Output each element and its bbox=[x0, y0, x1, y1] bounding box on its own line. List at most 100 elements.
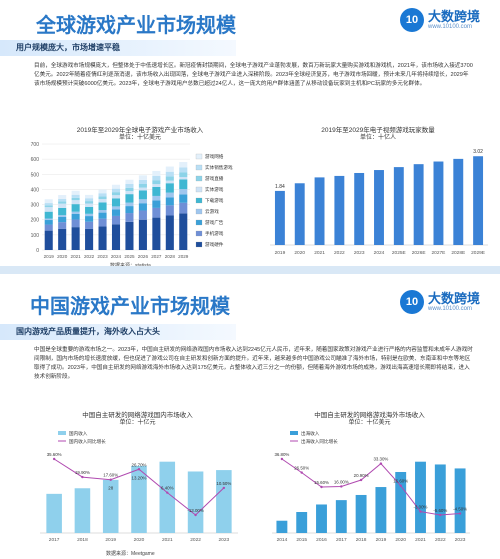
bar bbox=[316, 504, 327, 533]
x-tick-label: 2028 bbox=[165, 254, 176, 259]
legend-label: 游戏广告 bbox=[205, 219, 224, 226]
global-market-panel: 全球游戏产业市场规模 10 大数跨境 www.10100.com 用户规模庞大，… bbox=[0, 0, 500, 269]
bar-segment bbox=[58, 203, 67, 208]
chart4-title: 中国自主研发的网络游戏海外市场收入 bbox=[314, 412, 425, 419]
x-tick-label: 2019 bbox=[44, 254, 55, 259]
x-tick-label: 2016 bbox=[316, 537, 327, 543]
bar-segment bbox=[85, 228, 94, 250]
bar-segment bbox=[111, 192, 121, 196]
bar-segment bbox=[71, 190, 80, 195]
chart3-subtitle: 单位：十亿元 bbox=[119, 420, 156, 426]
bar bbox=[216, 470, 232, 533]
growth-label: 16.60% bbox=[393, 479, 408, 484]
growth-label: -4.50% bbox=[453, 507, 467, 512]
x-tick-label: 2021 bbox=[71, 254, 82, 259]
x-tick-label: 2027 bbox=[151, 254, 162, 259]
bar-segment bbox=[58, 195, 67, 199]
bar-segment bbox=[125, 213, 134, 222]
logo-url-2: www.10100.com bbox=[428, 305, 473, 312]
x-tick-label: 2021 bbox=[162, 537, 173, 543]
growth-label: 26.70% bbox=[132, 462, 147, 467]
bar-segment bbox=[111, 224, 121, 250]
bar-segment bbox=[44, 205, 53, 208]
bar bbox=[374, 170, 384, 245]
x-tick-label: 2017 bbox=[336, 537, 347, 543]
bar-segment bbox=[138, 219, 147, 250]
growth-point bbox=[222, 486, 226, 490]
legend-label: 实体游戏 bbox=[205, 186, 224, 193]
x-tick-label: 2027E bbox=[432, 250, 446, 256]
x-tick-label: 2018 bbox=[77, 537, 88, 543]
bar-segment bbox=[152, 175, 161, 181]
legend-label: 国内收入 bbox=[69, 430, 88, 437]
x-tick-label: 2015 bbox=[296, 537, 307, 543]
section1-subhead: 用户规模庞大，市场增速平稳 bbox=[0, 40, 236, 56]
section1-title: 全球游戏产业市场规模 bbox=[36, 15, 236, 37]
bar-segment bbox=[71, 219, 80, 228]
section2-subhead: 国内游戏产品质量提升，海外收入占大头 bbox=[0, 324, 236, 340]
bar-segment bbox=[85, 213, 94, 217]
section2-paragraph: 中国是全球重要的游戏市场之一。2023年，中国自主研发的网络游戏国内市场收入达到… bbox=[34, 347, 473, 380]
bar-segment bbox=[111, 188, 121, 193]
growth-label: -3.00% bbox=[414, 505, 428, 510]
legend-label: 下载游戏 bbox=[205, 197, 224, 204]
growth-point bbox=[300, 471, 303, 474]
x-tick-label: 2021 bbox=[415, 537, 426, 543]
growth-point bbox=[280, 457, 284, 461]
x-tick-label: 2029E bbox=[471, 250, 485, 256]
bar-segment bbox=[125, 183, 134, 188]
bar-segment bbox=[111, 198, 121, 207]
y-tick-label: 400 bbox=[31, 187, 40, 193]
logo-name: 大数跨境 bbox=[428, 8, 481, 24]
x-tick-label: 2028E bbox=[451, 250, 465, 256]
bar-segment bbox=[165, 171, 174, 177]
growth-label: 36.80% bbox=[274, 452, 289, 457]
bar-segment bbox=[98, 199, 107, 203]
section-divider bbox=[0, 266, 500, 274]
bar bbox=[453, 158, 464, 245]
x-tick-label: 2018 bbox=[356, 537, 367, 543]
y-tick-label: 0 bbox=[36, 248, 39, 254]
bar-segment bbox=[179, 162, 188, 168]
bar-segment bbox=[44, 199, 53, 204]
bar-segment bbox=[165, 215, 174, 250]
bar-segment bbox=[125, 191, 134, 195]
chart-china-overseas: 中国自主研发的网络游戏海外市场收入 单位：十亿美元 出海收入 出海收入同比增长 20… bbox=[262, 405, 477, 557]
x-tick-label: 2022 bbox=[435, 537, 446, 543]
bar-segment bbox=[58, 215, 67, 217]
bar-segment bbox=[44, 207, 53, 212]
bar-segment bbox=[125, 221, 134, 250]
logo-icon: 10 bbox=[400, 8, 424, 32]
bar-segment bbox=[71, 213, 80, 220]
bar bbox=[473, 156, 484, 245]
bar-segment bbox=[44, 218, 53, 221]
growth-point bbox=[166, 491, 169, 494]
bar-segment bbox=[152, 170, 161, 176]
x-tick-label: 2024 bbox=[374, 250, 385, 256]
bar-segment bbox=[165, 205, 174, 216]
legend-swatch bbox=[195, 164, 203, 171]
bar-segment bbox=[111, 184, 121, 189]
bar bbox=[434, 464, 446, 533]
chart4-subtitle: 单位：十亿美元 bbox=[348, 420, 391, 426]
bar-segment bbox=[138, 175, 147, 180]
bar-segment bbox=[85, 198, 94, 202]
legend-label: 游戏直播 bbox=[205, 175, 224, 182]
growth-point bbox=[340, 485, 343, 488]
bar-segment bbox=[138, 183, 147, 188]
bar-segment bbox=[58, 216, 67, 223]
legend-swatch bbox=[195, 230, 203, 237]
x-tick-label: 2017 bbox=[49, 537, 60, 543]
section2-title: 中国游戏产业市场规模 bbox=[30, 296, 230, 318]
bar-segment bbox=[152, 207, 161, 218]
bar-segment bbox=[58, 228, 67, 250]
bar-segment bbox=[152, 195, 161, 201]
bar bbox=[131, 465, 147, 533]
bar bbox=[274, 190, 285, 245]
x-tick-label: 2022 bbox=[84, 254, 95, 259]
logo-url: www.10100.com bbox=[428, 23, 473, 30]
legend-swatch bbox=[195, 186, 203, 193]
legend-swatch bbox=[195, 197, 203, 204]
